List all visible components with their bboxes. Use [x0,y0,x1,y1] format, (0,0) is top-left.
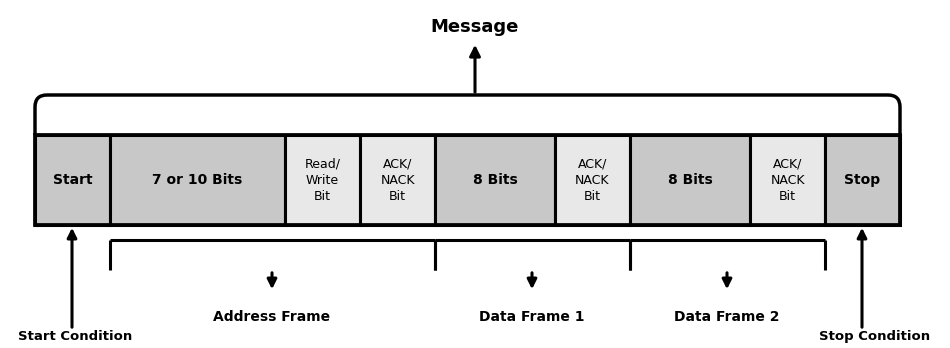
Text: Read/
Write
Bit: Read/ Write Bit [305,158,340,203]
Bar [285,135,360,225]
Bar [435,135,555,225]
Text: 8 Bits: 8 Bits [473,173,518,187]
Bar [35,135,110,225]
Text: Address Frame: Address Frame [214,310,331,324]
Text: 8 Bits: 8 Bits [668,173,712,187]
Text: Stop Condition: Stop Condition [819,330,930,343]
Bar [825,135,900,225]
Text: Start Condition: Start Condition [18,330,132,343]
Text: Stop: Stop [845,173,881,187]
Bar [360,135,435,225]
Text: Data Frame 2: Data Frame 2 [674,310,780,324]
Text: Message: Message [430,18,520,36]
Bar [750,135,825,225]
Text: ACK/
NACK
Bit: ACK/ NACK Bit [380,158,415,203]
Text: Start: Start [52,173,92,187]
Bar [630,135,750,225]
Bar [35,135,900,225]
Text: 7 or 10 Bits: 7 or 10 Bits [152,173,242,187]
Text: Data Frame 1: Data Frame 1 [479,310,585,324]
Bar [110,135,285,225]
Bar [555,135,630,225]
Text: ACK/
NACK
Bit: ACK/ NACK Bit [770,158,805,203]
Text: ACK/
NACK
Bit: ACK/ NACK Bit [576,158,610,203]
